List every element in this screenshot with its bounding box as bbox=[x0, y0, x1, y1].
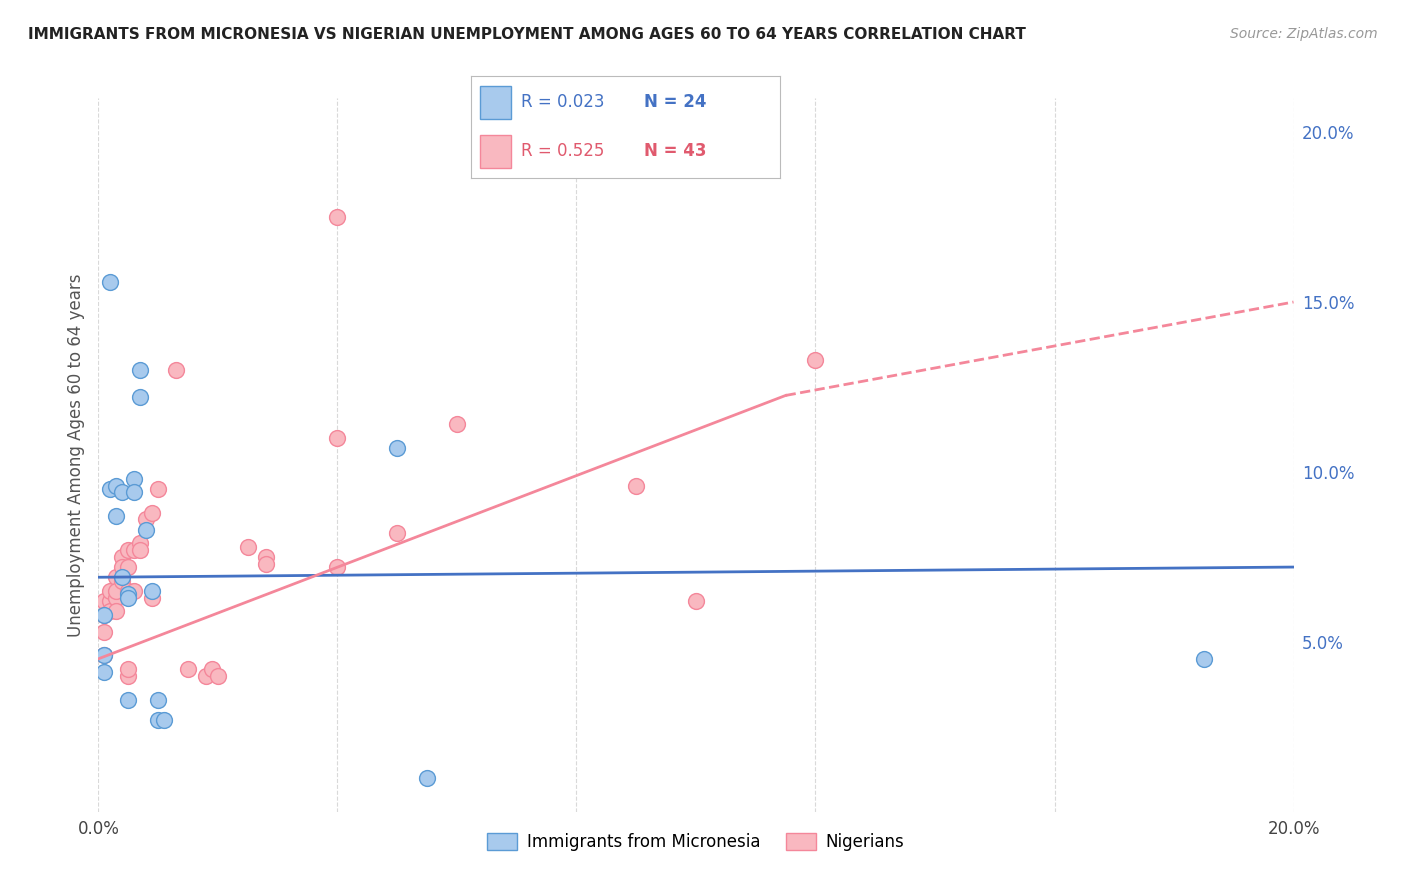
Point bbox=[117, 692, 139, 706]
Point bbox=[129, 543, 152, 558]
Point bbox=[446, 417, 468, 432]
Point bbox=[111, 574, 134, 588]
Point bbox=[626, 478, 648, 492]
Point bbox=[111, 560, 134, 574]
Point bbox=[148, 692, 170, 706]
Point bbox=[105, 509, 128, 524]
Point bbox=[141, 583, 163, 598]
Text: R = 0.023: R = 0.023 bbox=[520, 93, 605, 111]
Point bbox=[207, 669, 229, 683]
Point bbox=[129, 536, 152, 550]
Point bbox=[105, 604, 128, 618]
Point bbox=[124, 543, 146, 558]
Point bbox=[117, 543, 139, 558]
Point bbox=[416, 771, 439, 785]
Point bbox=[117, 669, 139, 683]
Point bbox=[385, 441, 409, 455]
FancyBboxPatch shape bbox=[481, 136, 512, 168]
Point bbox=[135, 512, 157, 526]
Point bbox=[135, 523, 157, 537]
Point bbox=[100, 594, 122, 608]
FancyBboxPatch shape bbox=[481, 87, 512, 119]
Point bbox=[326, 210, 349, 224]
Point bbox=[111, 549, 134, 564]
Point bbox=[117, 591, 139, 605]
Point bbox=[141, 591, 163, 605]
Text: R = 0.525: R = 0.525 bbox=[520, 142, 603, 161]
Point bbox=[177, 662, 200, 676]
Point bbox=[124, 485, 146, 500]
Point bbox=[129, 390, 152, 404]
Point bbox=[100, 604, 122, 618]
Point bbox=[93, 648, 115, 663]
Point bbox=[148, 482, 170, 496]
Text: N = 24: N = 24 bbox=[644, 93, 707, 111]
Point bbox=[124, 472, 146, 486]
Point bbox=[105, 478, 128, 492]
Point bbox=[129, 363, 152, 377]
Point bbox=[111, 570, 134, 584]
Point bbox=[254, 557, 277, 571]
Point bbox=[93, 624, 115, 639]
Point bbox=[93, 607, 115, 622]
Point bbox=[326, 560, 349, 574]
Text: Source: ZipAtlas.com: Source: ZipAtlas.com bbox=[1230, 27, 1378, 41]
Point bbox=[124, 583, 146, 598]
Point bbox=[100, 583, 122, 598]
Y-axis label: Unemployment Among Ages 60 to 64 years: Unemployment Among Ages 60 to 64 years bbox=[66, 273, 84, 637]
Point bbox=[93, 607, 115, 622]
Point bbox=[385, 526, 409, 541]
Point bbox=[148, 713, 170, 727]
Point bbox=[93, 594, 115, 608]
Point bbox=[254, 549, 277, 564]
Point bbox=[685, 594, 707, 608]
Point bbox=[141, 506, 163, 520]
Point bbox=[111, 485, 134, 500]
Text: N = 43: N = 43 bbox=[644, 142, 707, 161]
Point bbox=[153, 713, 176, 727]
Point bbox=[117, 583, 139, 598]
Point bbox=[100, 275, 122, 289]
Point bbox=[117, 560, 139, 574]
Point bbox=[105, 583, 128, 598]
Point bbox=[117, 662, 139, 676]
Point bbox=[117, 587, 139, 601]
Legend: Immigrants from Micronesia, Nigerians: Immigrants from Micronesia, Nigerians bbox=[474, 819, 918, 864]
Point bbox=[105, 591, 128, 605]
Point bbox=[195, 669, 218, 683]
Point bbox=[201, 662, 224, 676]
Point bbox=[93, 665, 115, 680]
Text: IMMIGRANTS FROM MICRONESIA VS NIGERIAN UNEMPLOYMENT AMONG AGES 60 TO 64 YEARS CO: IMMIGRANTS FROM MICRONESIA VS NIGERIAN U… bbox=[28, 27, 1026, 42]
Point bbox=[236, 540, 259, 554]
Point bbox=[100, 482, 122, 496]
Point bbox=[105, 570, 128, 584]
Point bbox=[93, 648, 115, 663]
Point bbox=[1192, 652, 1215, 666]
Point bbox=[804, 352, 827, 367]
Point bbox=[326, 431, 349, 445]
Point bbox=[165, 363, 187, 377]
